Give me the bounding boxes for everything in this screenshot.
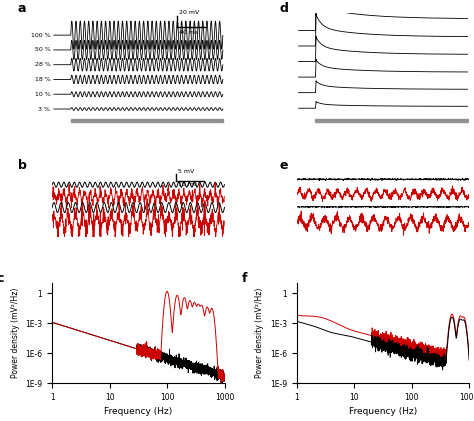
Text: 100 %: 100 % bbox=[31, 33, 50, 37]
Y-axis label: Power density (mV²/Hz): Power density (mV²/Hz) bbox=[255, 288, 264, 378]
X-axis label: Frequency (Hz): Frequency (Hz) bbox=[104, 408, 173, 416]
Text: 20 mV: 20 mV bbox=[179, 11, 199, 16]
Text: 10 %: 10 % bbox=[35, 92, 50, 97]
Text: 28 %: 28 % bbox=[35, 62, 50, 67]
Text: f: f bbox=[242, 272, 247, 285]
Text: e: e bbox=[280, 160, 288, 173]
Y-axis label: Power density (mV²/Hz): Power density (mV²/Hz) bbox=[11, 288, 20, 378]
Bar bbox=[316, 119, 467, 122]
Text: 10 ms: 10 ms bbox=[178, 182, 197, 187]
Text: 3 %: 3 % bbox=[38, 107, 50, 112]
Text: 18 %: 18 % bbox=[35, 77, 50, 82]
Text: b: b bbox=[18, 160, 27, 173]
Text: a: a bbox=[18, 2, 26, 14]
Text: d: d bbox=[280, 2, 289, 14]
Text: 50 %: 50 % bbox=[35, 48, 50, 52]
Text: 5 mV: 5 mV bbox=[178, 169, 194, 174]
X-axis label: Frequency (Hz): Frequency (Hz) bbox=[349, 408, 417, 416]
Text: 40 ms: 40 ms bbox=[179, 30, 198, 35]
Bar bbox=[71, 119, 223, 122]
Text: c: c bbox=[0, 272, 4, 285]
